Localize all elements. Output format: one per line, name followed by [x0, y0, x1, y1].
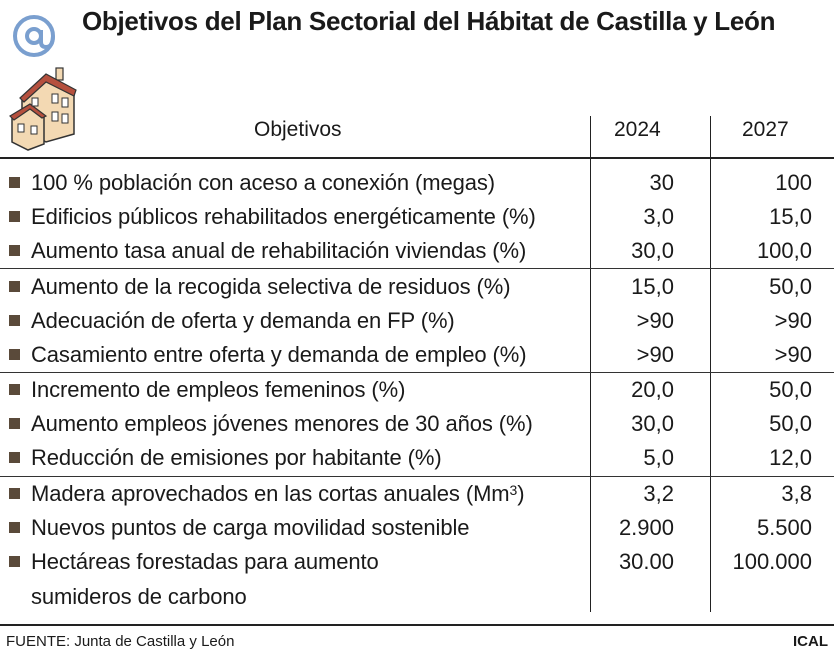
value-2027: 50,0: [769, 411, 812, 436]
value-2024: 30,0: [631, 238, 674, 263]
row-label: Reducción de emisiones por habitante (%): [31, 445, 442, 470]
table-row: Reducción de emisiones por habitante (%)…: [0, 441, 834, 475]
table-row: Aumento empleos jóvenes menores de 30 añ…: [0, 407, 834, 441]
bullet: [9, 522, 20, 533]
table-row: 100 % población con aceso a conexión (me…: [0, 166, 834, 200]
page-title: Objetivos del Plan Sectorial del Hábitat…: [82, 6, 776, 36]
row-label: Edificios públicos rehabilitados energét…: [31, 204, 536, 229]
table-row: Casamiento entre oferta y demanda de emp…: [0, 338, 834, 372]
source-note: FUENTE: Junta de Castilla y León: [6, 633, 235, 650]
row-label: Aumento empleos jóvenes menores de 30 añ…: [31, 411, 533, 436]
bullet: [9, 418, 20, 429]
bullet: [9, 488, 20, 499]
logo: [9, 15, 77, 151]
bullet: [9, 281, 20, 292]
value-2027: >90: [774, 308, 812, 333]
row-label: Casamiento entre oferta y demanda de emp…: [31, 342, 527, 367]
row-label: Hectáreas forestadas para aumento sumider…: [31, 549, 379, 610]
row-label-line2: sumideros de carbono: [31, 584, 247, 609]
row-label-end: ): [517, 481, 525, 506]
at-sign-icon: [13, 15, 55, 57]
value-2024: 20,0: [631, 377, 674, 402]
table-row: Hectáreas forestadas para aumento sumider…: [0, 545, 834, 615]
house-icon: [9, 67, 77, 151]
bullet: [9, 211, 20, 222]
value-2024: 3,0: [643, 204, 674, 229]
bullet: [9, 177, 20, 188]
bullet: [9, 384, 20, 395]
value-2024: >90: [636, 308, 674, 333]
value-2027: 3,8: [781, 481, 812, 506]
row-label: Nuevos puntos de carga movilidad sosteni…: [31, 515, 470, 540]
value-2027: 5.500: [756, 515, 812, 540]
group-divider: [0, 476, 834, 477]
footer-rule: [0, 624, 834, 626]
value-2027: 100,0: [756, 238, 812, 263]
value-2024: 3,2: [643, 481, 674, 506]
row-label: Incremento de empleos femeninos (%): [31, 377, 406, 402]
header-year-2024: 2024: [614, 118, 661, 141]
value-2024: 30: [649, 170, 674, 195]
bullet: [9, 315, 20, 326]
row-label: Aumento de la recogida selectiva de resi…: [31, 274, 511, 299]
value-2027: >90: [774, 342, 812, 367]
row-label-line1: Hectáreas forestadas para aumento: [31, 549, 379, 574]
value-2024: 15,0: [631, 274, 674, 299]
value-2027: 15,0: [769, 204, 812, 229]
value-2024: 30.00: [618, 549, 674, 574]
value-2027: 100.000: [732, 549, 812, 574]
value-2024: 30,0: [631, 411, 674, 436]
brand-label: ICAL: [793, 633, 828, 650]
superscript: 3: [509, 482, 518, 498]
table-row: Madera aprovechados en las cortas anuale…: [0, 477, 834, 511]
column-divider: [710, 116, 711, 612]
table-row: Nuevos puntos de carga movilidad sosteni…: [0, 511, 834, 545]
table-row: Edificios públicos rehabilitados energét…: [0, 200, 834, 234]
table-row: Aumento de la recogida selectiva de resi…: [0, 270, 834, 304]
column-divider: [590, 116, 591, 612]
table-row: Aumento tasa anual de rehabilitación viv…: [0, 234, 834, 268]
header-objectives: Objetivos: [254, 118, 342, 141]
value-2024: >90: [636, 342, 674, 367]
value-2027: 100: [775, 170, 812, 195]
header-year-2027: 2027: [742, 118, 789, 141]
table-row: Incremento de empleos femeninos (%) 20,0…: [0, 373, 834, 407]
row-label-text: Madera aprovechados en las cortas anuale…: [31, 481, 510, 506]
group-divider: [0, 372, 834, 373]
row-label: Adecuación de oferta y demanda en FP (%): [31, 308, 455, 333]
table-row: Adecuación de oferta y demanda en FP (%)…: [0, 304, 834, 338]
bullet: [9, 349, 20, 360]
header-rule: [0, 157, 834, 159]
bullet: [9, 452, 20, 463]
value-2024: 2.900: [618, 515, 674, 540]
bullet: [9, 245, 20, 256]
value-2027: 50,0: [769, 274, 812, 299]
row-label: Aumento tasa anual de rehabilitación viv…: [31, 238, 527, 263]
group-divider: [0, 268, 834, 269]
value-2024: 5,0: [643, 445, 674, 470]
row-label: Madera aprovechados en las cortas anuale…: [31, 481, 525, 507]
bullet: [9, 556, 20, 567]
value-2027: 50,0: [769, 377, 812, 402]
row-label: 100 % población con aceso a conexión (me…: [31, 170, 496, 195]
value-2027: 12,0: [769, 445, 812, 470]
